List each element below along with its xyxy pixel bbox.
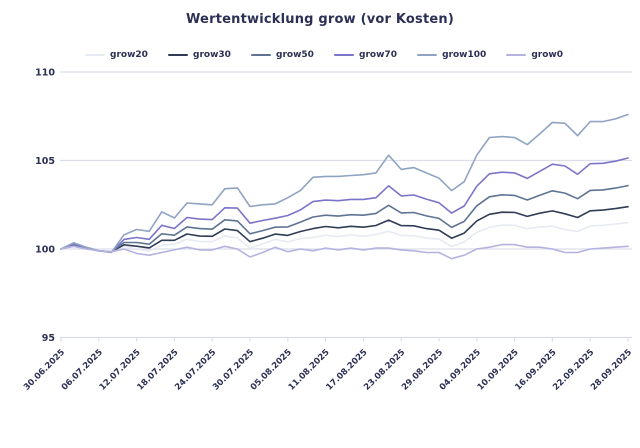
series-line-grow100	[60, 113, 629, 254]
y-axis-label-110: 110	[35, 68, 55, 79]
y-axis-label-100: 100	[35, 245, 55, 256]
y-axis-label-95: 95	[42, 333, 55, 344]
legend-label-grow0: grow0	[531, 50, 563, 60]
legend-label-grow20: grow20	[110, 50, 148, 60]
legend-item-grow20[interactable]: grow20	[85, 50, 148, 60]
chart-legend: grow20 grow30 grow50 grow70 grow100 grow0	[85, 50, 563, 60]
legend-swatch-grow30	[168, 54, 189, 56]
legend-swatch-grow0	[506, 54, 527, 56]
legend-item-grow30[interactable]: grow30	[168, 50, 231, 60]
legend-label-grow30: grow30	[193, 50, 231, 60]
series-line-grow50	[60, 184, 629, 253]
legend-label-grow100: grow100	[442, 50, 487, 60]
legend-label-grow70: grow70	[359, 50, 397, 60]
series-line-grow30	[60, 205, 629, 253]
legend-label-grow50: grow50	[276, 50, 314, 60]
series-line-grow20	[60, 221, 629, 253]
y-axis-label-105: 105	[35, 156, 55, 167]
legend-swatch-grow70	[334, 54, 355, 56]
chart-title: Wertentwicklung grow (vor Kosten)	[185, 12, 455, 27]
legend-item-grow70[interactable]: grow70	[334, 50, 397, 60]
series-line-grow0	[60, 243, 629, 260]
legend-swatch-grow20	[85, 54, 105, 56]
series-line-grow70	[60, 157, 629, 253]
legend-swatch-grow50	[251, 54, 272, 56]
legend-swatch-grow100	[417, 54, 438, 56]
legend-item-grow0[interactable]: grow0	[506, 50, 563, 60]
legend-item-grow100[interactable]: grow100	[417, 50, 486, 60]
legend-item-grow50[interactable]: grow50	[251, 50, 314, 60]
